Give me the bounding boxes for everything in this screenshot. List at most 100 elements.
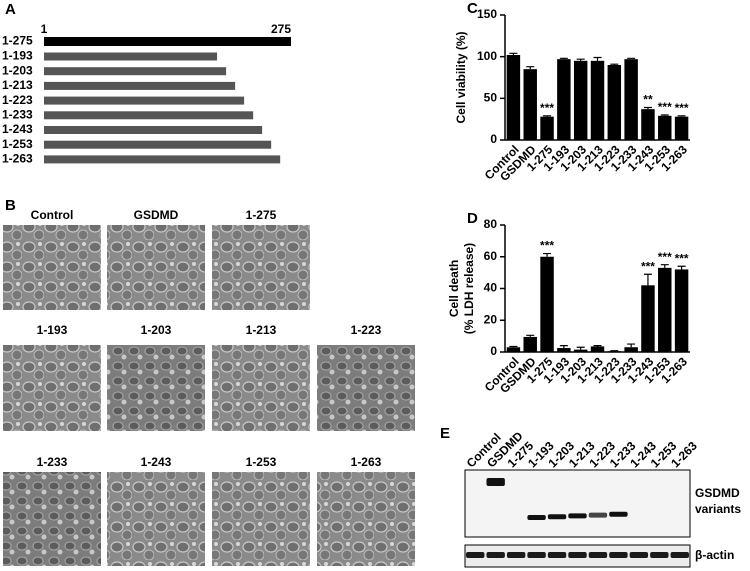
error-bar: [627, 343, 636, 348]
significance-label: ***: [658, 100, 672, 114]
micrograph-label: 1-203: [141, 323, 172, 337]
actin-band: [609, 552, 628, 558]
micrograph: [107, 472, 205, 566]
y-axis-label: Cell viability (%): [454, 31, 468, 123]
x-tick-label: 275: [271, 22, 291, 36]
bar: [573, 60, 588, 141]
bar: [607, 65, 622, 140]
bar: [523, 69, 537, 140]
bar: [607, 351, 622, 352]
significance-label: **: [643, 93, 653, 107]
error-bar: [526, 66, 535, 70]
micrograph-label: 1-263: [351, 455, 382, 469]
y-tick-label: 100: [477, 49, 497, 63]
error-bar: [526, 334, 535, 337]
significance-label: ***: [540, 101, 554, 115]
bar: [573, 349, 588, 352]
micrograph: [3, 225, 101, 310]
bar: [540, 116, 554, 140]
protein-band: [609, 511, 628, 517]
blot-target-label: variants: [695, 502, 741, 516]
micrograph-label: 1-253: [246, 455, 277, 469]
bar: [44, 126, 263, 134]
y-axis-label: Cell death: [447, 260, 461, 317]
bar: [557, 59, 571, 140]
actin-band: [568, 552, 587, 558]
bar: [641, 109, 655, 140]
protein-band: [568, 513, 587, 519]
error-bar: [677, 265, 686, 270]
y-tick-label: 0: [490, 344, 497, 358]
micrograph-label: 1-233: [37, 455, 68, 469]
y-tick-label: 80: [484, 217, 498, 231]
micrograph: [212, 225, 310, 310]
actin-band: [466, 552, 485, 558]
y-axis-label: (% LDH release): [462, 243, 476, 334]
bar: [44, 81, 236, 90]
error-bar: [593, 56, 602, 61]
bar: [674, 269, 689, 352]
category-label: 1-203: [2, 63, 33, 77]
bar: [590, 60, 605, 141]
error-bar: [677, 115, 686, 117]
error-bar: [643, 106, 652, 110]
bar: [658, 115, 672, 140]
protein-band: [486, 478, 505, 486]
panel-letter: E: [440, 425, 450, 442]
significance-label: ***: [675, 101, 689, 115]
panel-letter: C: [467, 0, 478, 17]
micrograph: [107, 225, 205, 310]
bar: [658, 267, 672, 352]
bar: [641, 285, 655, 352]
bar: [44, 52, 218, 61]
panel-letter: B: [5, 197, 16, 214]
error-bar: [627, 57, 636, 60]
panel-letter: D: [467, 210, 478, 227]
blot-target-label: GSDMD: [695, 486, 740, 500]
category-label: 1-263: [2, 152, 33, 166]
y-tick-label: 40: [484, 281, 498, 295]
error-bar: [543, 115, 552, 117]
blot-loading-label: β-actin: [695, 548, 734, 562]
y-tick-label: 20: [484, 312, 498, 326]
micrograph: [212, 345, 310, 431]
error-bar: [593, 345, 602, 347]
category-label: 1-275: [2, 34, 33, 48]
error-bar: [509, 52, 518, 55]
error-bar: [559, 57, 568, 60]
significance-label: ***: [540, 239, 554, 253]
category-label: 1-223: [2, 93, 33, 107]
micrograph-label: 1-243: [141, 455, 172, 469]
error-bar: [643, 273, 652, 286]
micrograph-label: Control: [31, 208, 74, 222]
micrograph-label: GSDMD: [134, 208, 179, 222]
micrograph: [3, 345, 101, 431]
bar: [44, 140, 272, 149]
x-tick-label: 1: [41, 22, 48, 36]
bar: [44, 67, 227, 76]
y-tick-label: 60: [484, 249, 498, 263]
bar: [590, 346, 605, 352]
micrograph-label: 1-193: [37, 323, 68, 337]
bar: [44, 96, 245, 105]
significance-label: ***: [641, 259, 655, 273]
significance-label: ***: [675, 251, 689, 265]
actin-band: [486, 552, 505, 558]
bar: [506, 347, 521, 352]
category-label: 1-253: [2, 137, 33, 151]
error-bar: [559, 345, 568, 349]
micrograph-label: 1-223: [351, 323, 382, 337]
y-tick-label: 0: [490, 132, 497, 146]
category-label: 1-213: [2, 78, 33, 92]
micrograph: [212, 472, 310, 566]
error-bar: [543, 252, 552, 257]
bar: [557, 348, 571, 352]
micrograph-label: 1-213: [246, 323, 277, 337]
significance-label: ***: [658, 250, 672, 264]
bar: [523, 336, 537, 352]
category-label: 1-193: [2, 49, 33, 63]
bar: [44, 111, 254, 120]
micrograph: [107, 345, 205, 431]
micrograph: [317, 345, 415, 431]
